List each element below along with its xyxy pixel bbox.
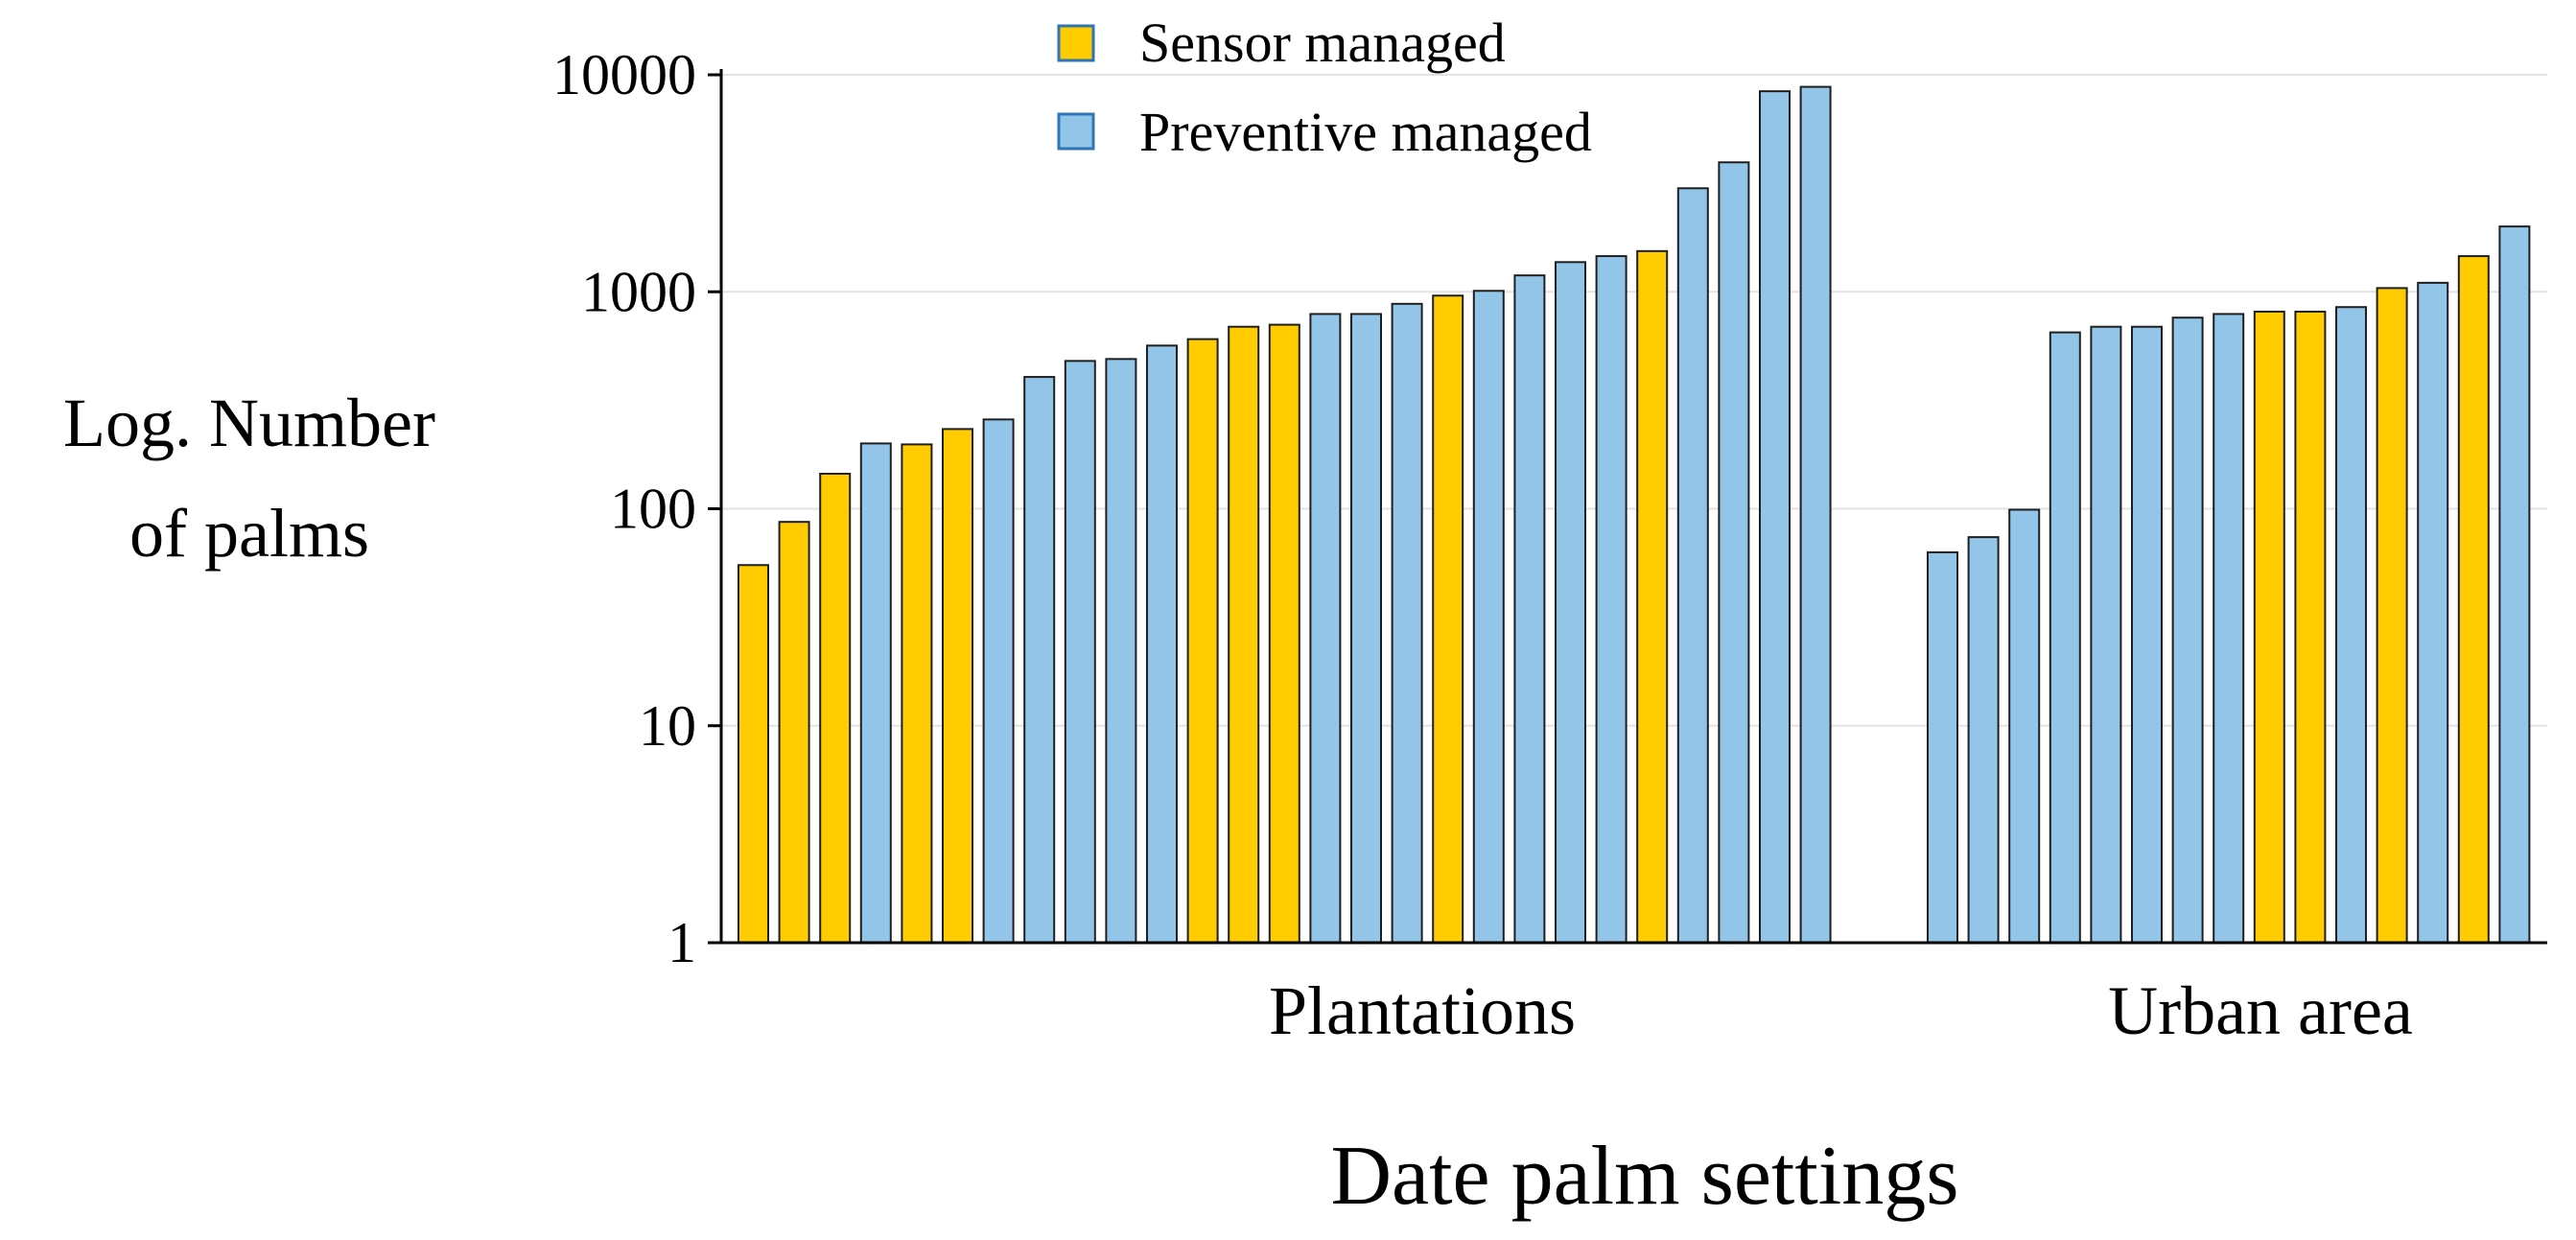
y-tick-label: 1 bbox=[667, 911, 696, 974]
bar-urban-area-8 bbox=[2213, 313, 2245, 944]
legend: Sensor managed Preventive managed bbox=[1057, 12, 1592, 163]
axes bbox=[719, 69, 2547, 945]
bar-urban-area-7 bbox=[2171, 316, 2204, 944]
bar-plantations-23 bbox=[1636, 249, 1669, 944]
bars bbox=[738, 85, 2531, 945]
bar-plantations-3 bbox=[819, 472, 852, 944]
bar-plantations-26 bbox=[1759, 90, 1791, 944]
bar-plantations-25 bbox=[1718, 161, 1750, 945]
bar-plantations-11 bbox=[1146, 344, 1178, 944]
bar-plantations-12 bbox=[1186, 338, 1219, 944]
bar-urban-area-14 bbox=[2457, 255, 2490, 944]
bar-plantations-1 bbox=[738, 564, 769, 944]
bar-urban-area-6 bbox=[2131, 325, 2163, 944]
bar-plantations-14 bbox=[1268, 323, 1300, 944]
y-axis-label-line-2: of palms bbox=[129, 495, 369, 572]
x-axis-group-labels: Plantations Urban area bbox=[1269, 972, 2413, 1049]
y-axis-label-line-1: Log. Number bbox=[63, 385, 435, 461]
bar-urban-area-2 bbox=[1967, 536, 2000, 944]
y-tick-label: 10000 bbox=[552, 43, 696, 106]
legend-label-preventive: Preventive managed bbox=[1139, 101, 1592, 163]
bar-urban-area-5 bbox=[2090, 325, 2122, 944]
bar-plantations-27 bbox=[1799, 85, 1832, 945]
bar-plantations-5 bbox=[901, 443, 933, 944]
bar-plantations-10 bbox=[1105, 358, 1137, 944]
y-tick-label: 100 bbox=[610, 478, 696, 541]
y-axis-ticks: 1 10 100 1000 10000 bbox=[552, 43, 721, 974]
bar-plantations-8 bbox=[1023, 376, 1056, 944]
bar-plantations-2 bbox=[778, 521, 810, 944]
bar-plantations-20 bbox=[1513, 274, 1546, 945]
y-tick-label: 10 bbox=[639, 694, 696, 758]
bar-plantations-24 bbox=[1676, 187, 1709, 944]
bar-urban-area-15 bbox=[2498, 225, 2531, 944]
bar-plantations-17 bbox=[1391, 302, 1423, 944]
legend-swatch-sensor bbox=[1057, 24, 1095, 62]
x-axis-title: Date palm settings bbox=[1331, 1130, 1959, 1223]
bar-urban-area-10 bbox=[2294, 310, 2327, 944]
bar-plantations-4 bbox=[859, 442, 892, 944]
bar-urban-area-3 bbox=[2008, 508, 2041, 944]
y-axis-label: Log. Number of palms bbox=[63, 385, 435, 572]
bar-plantations-6 bbox=[942, 428, 973, 944]
bar-urban-area-4 bbox=[2049, 331, 2081, 944]
bar-urban-area-11 bbox=[2335, 306, 2367, 944]
bar-urban-area-1 bbox=[1927, 550, 1958, 945]
bar-plantations-22 bbox=[1595, 255, 1628, 944]
bar-plantations-15 bbox=[1309, 313, 1342, 944]
bar-urban-area-9 bbox=[2253, 310, 2285, 944]
y-tick-label: 1000 bbox=[581, 260, 696, 323]
bar-plantations-21 bbox=[1555, 261, 1586, 945]
bar-plantations-18 bbox=[1432, 294, 1464, 945]
bar-plantations-13 bbox=[1228, 325, 1260, 944]
legend-label-sensor: Sensor managed bbox=[1139, 12, 1506, 74]
bar-urban-area-13 bbox=[2417, 281, 2449, 945]
bar-plantations-9 bbox=[1064, 360, 1096, 945]
bar-plantations-19 bbox=[1472, 290, 1505, 944]
bar-urban-area-12 bbox=[2376, 287, 2408, 945]
x-group-label-plantations: Plantations bbox=[1269, 972, 1576, 1049]
bar-plantations-16 bbox=[1350, 313, 1382, 944]
x-group-label-urban-area: Urban area bbox=[2108, 972, 2413, 1049]
bar-plantations-7 bbox=[982, 418, 1015, 944]
legend-swatch-preventive bbox=[1057, 112, 1095, 151]
